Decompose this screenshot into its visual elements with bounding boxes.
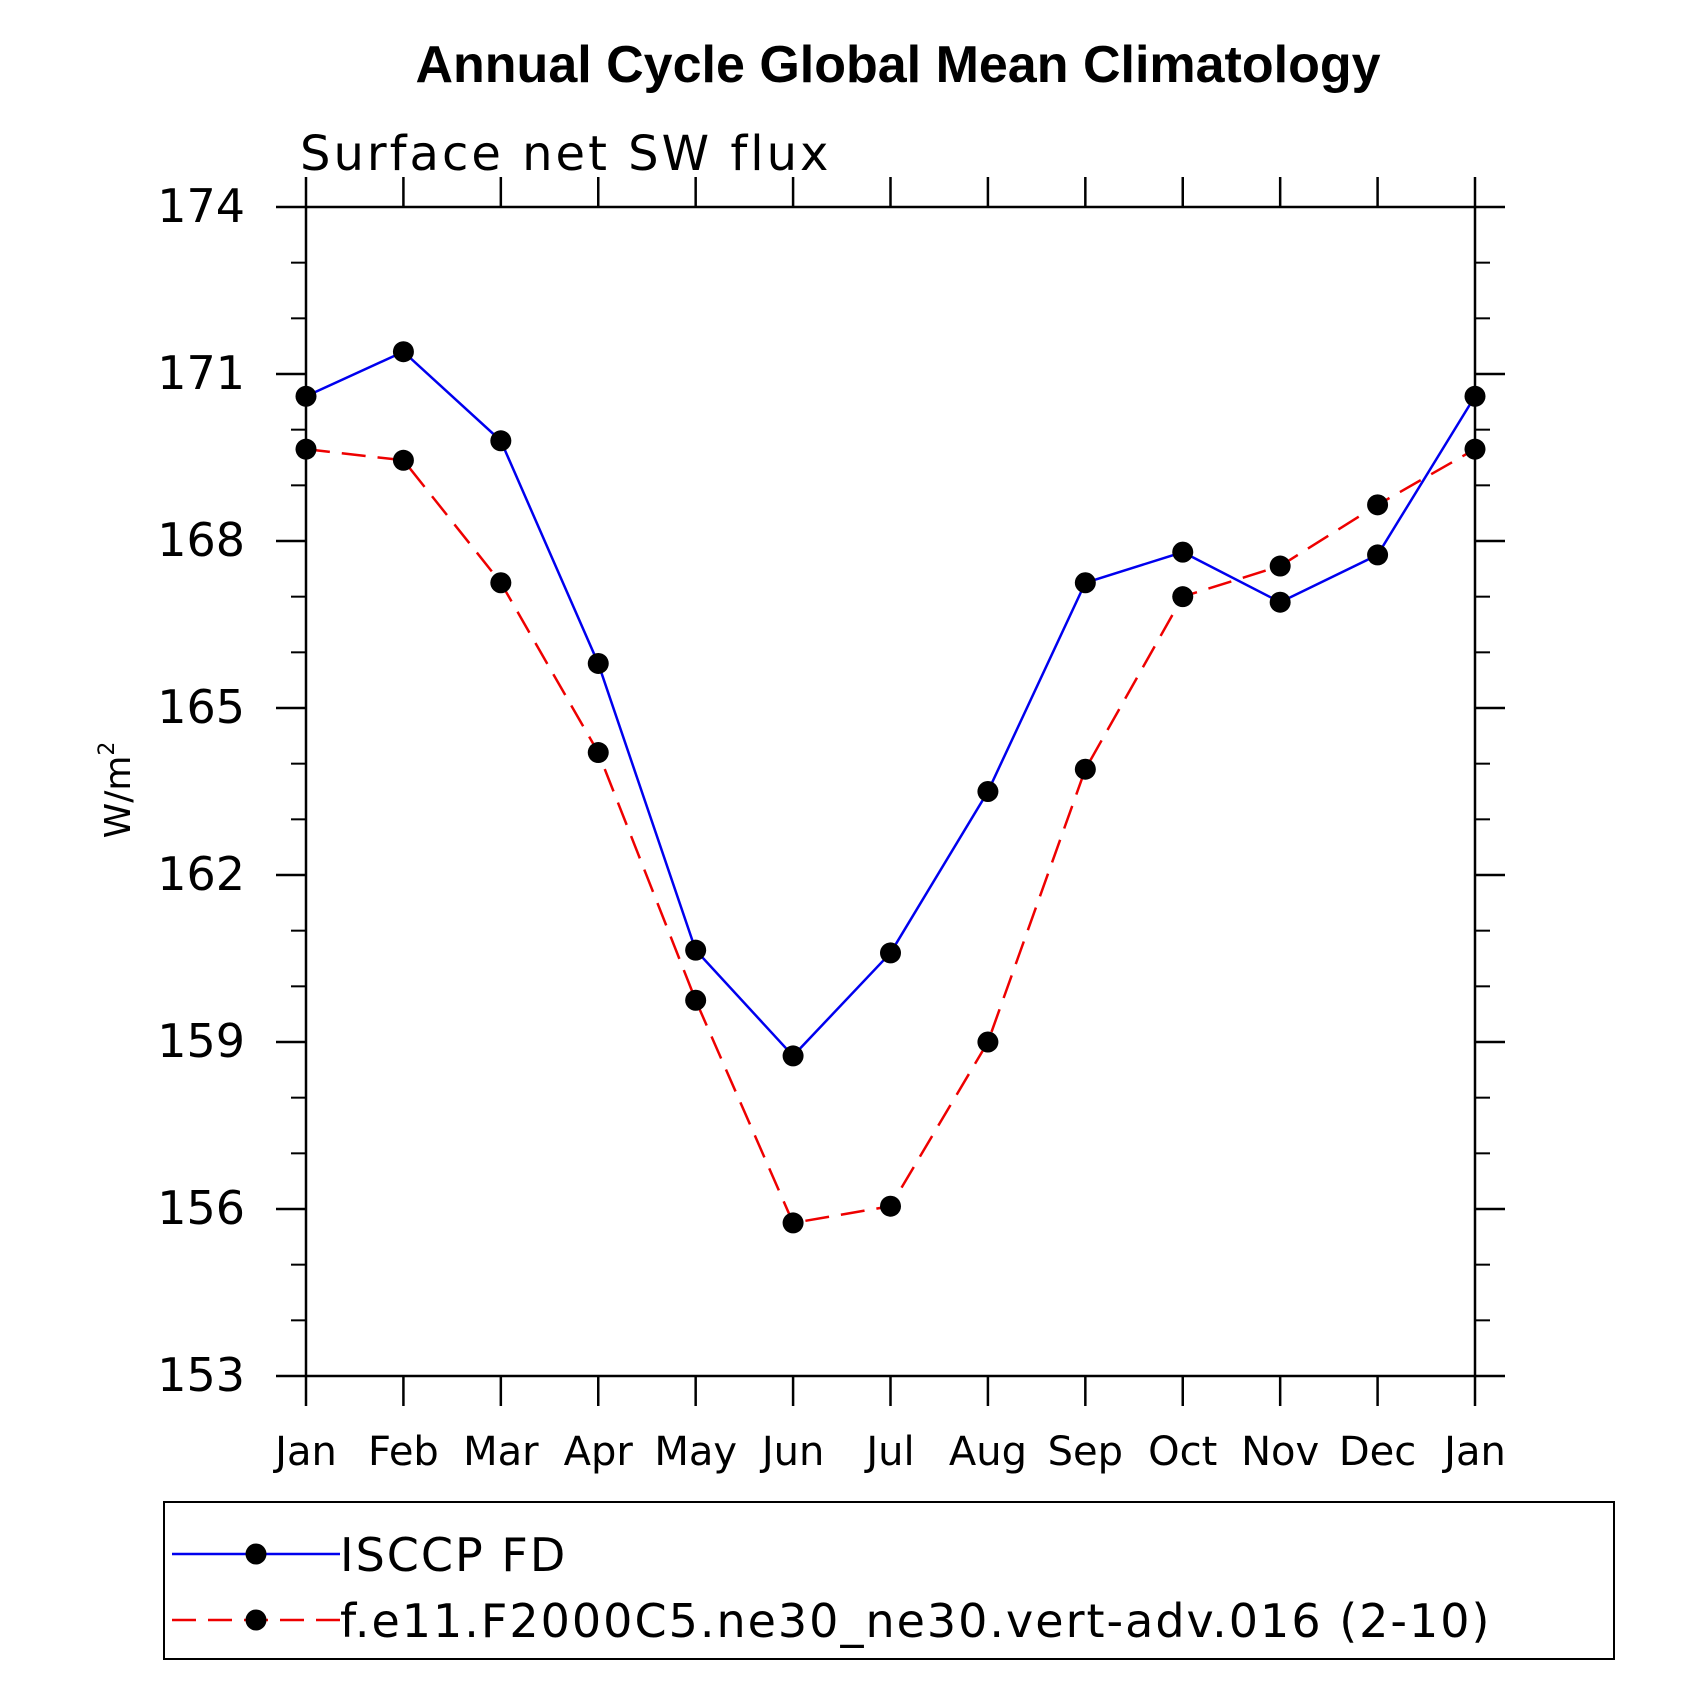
legend-marker-series-2 [245, 1609, 267, 1631]
x-tick-label: Feb [368, 1429, 439, 1475]
y-axis-label: W/m2 [95, 742, 139, 839]
y-tick-label: 153 [157, 1348, 245, 1402]
y-axis-label-unit: W/m [98, 756, 139, 839]
data-point-series-1 [782, 1045, 804, 1067]
y-tick-label: 165 [157, 680, 245, 734]
x-tick-label: Aug [949, 1429, 1027, 1475]
y-tick-label: 174 [157, 179, 245, 233]
y-tick-label: 159 [157, 1014, 245, 1068]
legend-box [163, 1501, 1615, 1660]
data-point-series-2 [1269, 555, 1291, 577]
y-axis-label-exponent: 2 [95, 742, 120, 756]
data-point-series-2 [392, 449, 414, 471]
x-tick-label: Jan [1441, 1429, 1506, 1475]
x-tick-label: Jun [759, 1429, 825, 1475]
x-tick-label: Oct [1148, 1429, 1217, 1475]
data-point-series-1 [490, 430, 512, 452]
plot-series [295, 341, 1486, 1234]
data-point-series-1 [1367, 544, 1389, 566]
legend-label-series-2: f.e11.F2000C5.ne30_ne30.vert-adv.016 (2-… [340, 1594, 1492, 1648]
data-point-series-2 [685, 989, 707, 1011]
x-tick-label: Sep [1048, 1429, 1123, 1475]
x-tick-label: Jul [863, 1429, 914, 1475]
data-point-series-2 [1367, 494, 1389, 516]
y-tick-label: 168 [157, 513, 245, 567]
data-point-series-2 [977, 1031, 999, 1053]
x-tick-label: Dec [1339, 1429, 1416, 1475]
data-point-series-1 [880, 942, 901, 964]
data-point-series-2 [1172, 586, 1194, 608]
legend-items: ISCCP FD f.e11.F2000C5.ne30_ne30.vert-adv… [172, 1528, 1492, 1648]
data-point-series-2 [295, 438, 317, 460]
data-point-series-1 [295, 385, 317, 407]
chart-subtitle: Surface net SW flux [300, 126, 831, 182]
legend-label-series-1: ISCCP FD [340, 1528, 567, 1582]
data-point-series-2 [782, 1212, 804, 1234]
data-point-series-1 [977, 781, 999, 802]
data-point-series-1 [1464, 385, 1486, 407]
legend: ISCCP FD f.e11.F2000C5.ne30_ne30.vert-adv… [163, 1501, 1615, 1660]
data-point-series-2 [587, 742, 609, 764]
data-point-series-2 [490, 572, 512, 594]
y-tick-label: 156 [157, 1181, 245, 1235]
x-tick-label: Jan [272, 1429, 337, 1475]
y-tick-label: 162 [157, 847, 245, 901]
legend-marker-series-1 [245, 1543, 267, 1565]
x-tick-label: Mar [463, 1429, 539, 1475]
axes: Jan Feb Mar Apr May Jun Jul Aug Sep Oct Nov Dec Jan 1… [157, 177, 1506, 1475]
data-point-series-1 [1074, 572, 1096, 594]
data-point-series-1 [587, 652, 609, 674]
data-point-series-1 [1269, 591, 1291, 613]
data-point-series-1 [1172, 541, 1194, 563]
data-point-series-2 [880, 1195, 901, 1217]
data-point-series-2 [1464, 438, 1486, 460]
x-tick-label: Nov [1241, 1429, 1319, 1475]
x-tick-label: May [654, 1429, 737, 1475]
data-point-series-2 [1074, 758, 1096, 780]
y-tick-label: 171 [157, 346, 245, 400]
data-point-series-1 [685, 939, 707, 961]
chart-title: Annual Cycle Global Mean Climatology [415, 36, 1380, 94]
data-point-series-1 [392, 341, 414, 363]
x-tick-label: Apr [564, 1429, 634, 1475]
